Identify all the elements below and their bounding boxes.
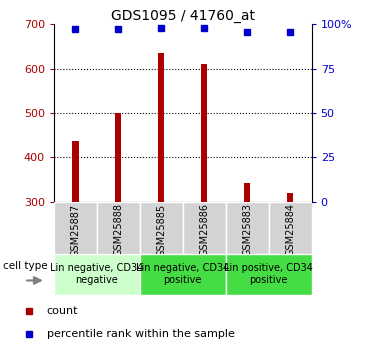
Bar (158, 53, 164, 202)
Bar (54, 202, 97, 254)
Bar (140, 202, 183, 254)
Text: GSM25883: GSM25883 (242, 203, 252, 256)
Bar (226, 254, 312, 295)
Text: GSM25884: GSM25884 (285, 203, 295, 256)
Text: GSM25887: GSM25887 (70, 203, 80, 256)
Bar (183, 202, 226, 254)
Text: Lin negative, CD34
negative: Lin negative, CD34 negative (50, 264, 144, 285)
Bar (115, 113, 121, 202)
Bar (72, 141, 79, 202)
Bar (269, 202, 312, 254)
Bar (287, 193, 293, 202)
Bar (244, 183, 250, 202)
Bar (140, 254, 226, 295)
Text: GSM25885: GSM25885 (156, 203, 166, 256)
Text: percentile rank within the sample: percentile rank within the sample (47, 329, 234, 339)
Text: Lin negative, CD34
positive: Lin negative, CD34 positive (136, 264, 229, 285)
Text: GSM25888: GSM25888 (113, 203, 123, 256)
Title: GDS1095 / 41760_at: GDS1095 / 41760_at (111, 9, 255, 23)
Bar (54, 254, 140, 295)
Bar (97, 202, 140, 254)
Bar (201, 64, 207, 202)
Text: GSM25886: GSM25886 (199, 203, 209, 256)
Text: count: count (47, 306, 78, 316)
Bar (226, 202, 269, 254)
Text: Lin positive, CD34
positive: Lin positive, CD34 positive (224, 264, 313, 285)
Text: cell type: cell type (3, 261, 47, 271)
